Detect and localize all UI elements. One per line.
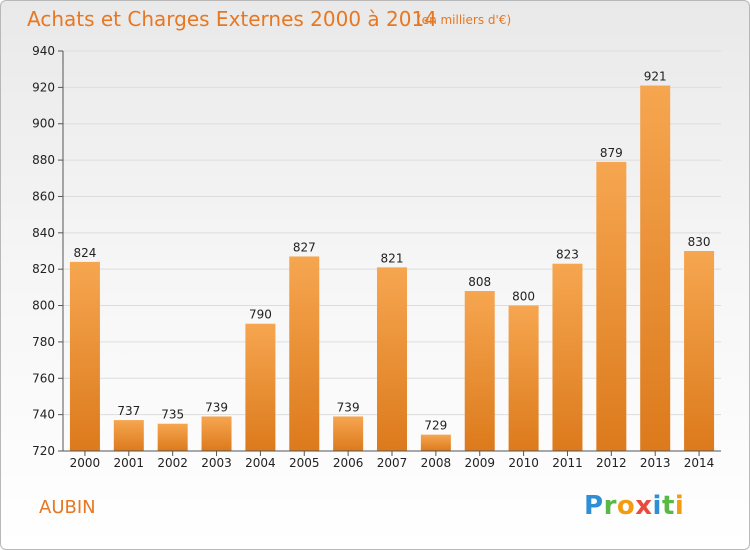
logo-letter: P	[584, 491, 604, 521]
bar	[333, 416, 364, 451]
x-tick-label: 2001	[114, 456, 145, 470]
y-tick-label: 740	[32, 408, 55, 422]
bar	[508, 305, 539, 451]
x-tick-label: 2008	[421, 456, 452, 470]
y-tick-label: 780	[32, 335, 55, 349]
x-tick-label: 2009	[464, 456, 495, 470]
bar	[640, 85, 671, 451]
y-tick-label: 840	[32, 226, 55, 240]
y-tick-label: 920	[32, 80, 55, 94]
y-tick-label: 820	[32, 262, 55, 276]
bar	[684, 251, 715, 451]
x-tick-label: 2004	[245, 456, 276, 470]
x-tick-label: 2014	[684, 456, 715, 470]
bar	[552, 263, 583, 451]
data-label: 800	[512, 290, 535, 304]
y-tick-label: 760	[32, 371, 55, 385]
bar	[245, 323, 276, 451]
x-tick-label: 2010	[508, 456, 539, 470]
data-label: 737	[117, 404, 140, 418]
data-label: 827	[293, 240, 316, 254]
data-label: 735	[161, 408, 184, 422]
y-tick-label: 720	[32, 444, 55, 458]
logo-letter: t	[661, 491, 675, 521]
data-label: 879	[600, 146, 623, 160]
y-tick-label: 880	[32, 153, 55, 167]
bar	[201, 416, 232, 451]
bar	[596, 161, 627, 451]
data-label: 821	[381, 251, 404, 265]
x-tick-label: 2002	[157, 456, 188, 470]
chart-subtitle: (en milliers d'€)	[417, 13, 512, 27]
x-tick-label: 2000	[70, 456, 101, 470]
logo-letter: i	[674, 491, 685, 521]
y-tick-label: 860	[32, 189, 55, 203]
x-tick-label: 2007	[377, 456, 408, 470]
data-label: 808	[468, 275, 491, 289]
data-label: 921	[644, 70, 667, 84]
proxiti-logo: Proxiti	[584, 491, 684, 521]
logo-letter: r	[603, 491, 617, 521]
data-label: 823	[556, 248, 579, 262]
y-tick-label: 940	[32, 44, 55, 58]
x-tick-label: 2012	[596, 456, 627, 470]
city-name: AUBIN	[39, 497, 96, 518]
bar	[377, 267, 407, 451]
data-label: 729	[424, 419, 447, 433]
x-tick-label: 2013	[640, 456, 671, 470]
data-label: 790	[249, 308, 272, 322]
logo-letter: o	[616, 491, 636, 521]
y-tick-label: 900	[32, 117, 55, 131]
x-tick-label: 2003	[201, 456, 232, 470]
bar	[420, 434, 451, 451]
x-tick-label: 2005	[289, 456, 320, 470]
bar	[289, 256, 320, 451]
bar	[69, 261, 100, 451]
chart-title: Achats et Charges Externes 2000 à 2014	[27, 7, 437, 31]
bar	[113, 420, 144, 451]
data-label: 824	[73, 246, 96, 260]
bar	[157, 423, 188, 451]
x-tick-label: 2011	[552, 456, 583, 470]
bar	[464, 291, 495, 451]
logo-letter: i	[652, 491, 662, 521]
y-tick-label: 800	[32, 299, 55, 313]
x-tick-label: 2006	[333, 456, 364, 470]
data-label: 739	[205, 400, 228, 414]
logo-letter: x	[635, 491, 653, 521]
data-label: 739	[337, 400, 360, 414]
data-label: 830	[688, 235, 711, 249]
